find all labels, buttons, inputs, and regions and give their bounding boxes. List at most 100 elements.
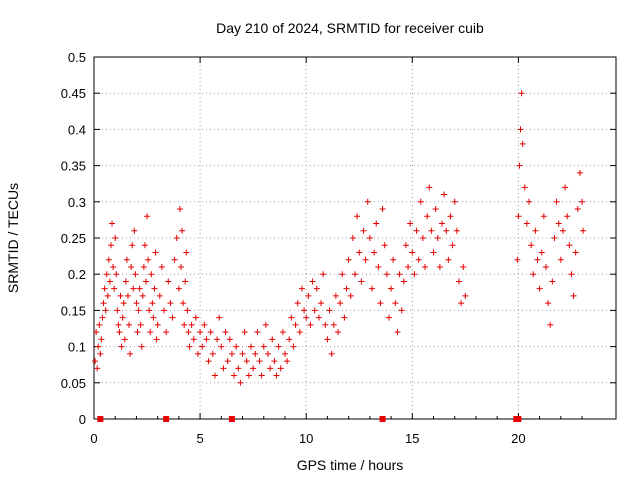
data-point bbox=[290, 343, 297, 350]
data-point bbox=[265, 350, 271, 357]
data-point bbox=[123, 256, 130, 263]
data-point bbox=[133, 300, 140, 307]
y-tick-label: 0 bbox=[79, 412, 86, 427]
data-point bbox=[574, 206, 581, 213]
data-point bbox=[298, 285, 305, 292]
data-point bbox=[114, 307, 121, 314]
data-point bbox=[101, 285, 108, 292]
data-point bbox=[392, 300, 399, 307]
data-point bbox=[103, 271, 110, 278]
data-point bbox=[209, 350, 216, 357]
data-point bbox=[183, 249, 190, 256]
data-point bbox=[411, 271, 418, 278]
data-point bbox=[262, 321, 269, 328]
data-point bbox=[383, 271, 390, 278]
data-point bbox=[439, 220, 445, 227]
data-point bbox=[99, 314, 106, 321]
data-point bbox=[352, 271, 358, 278]
data-point bbox=[426, 184, 433, 191]
chart-title: Day 210 of 2024, SRMTID for receiver cui… bbox=[216, 20, 484, 36]
data-point bbox=[526, 198, 532, 205]
data-point bbox=[462, 292, 469, 299]
data-point bbox=[458, 300, 465, 307]
data-point bbox=[286, 336, 293, 343]
data-point bbox=[307, 321, 314, 328]
data-point bbox=[136, 285, 143, 292]
data-point bbox=[105, 256, 112, 263]
data-point bbox=[318, 300, 325, 307]
data-point bbox=[152, 249, 159, 256]
data-point bbox=[281, 350, 288, 357]
data-point bbox=[182, 278, 189, 285]
data-point bbox=[185, 329, 192, 336]
data-point bbox=[92, 358, 99, 365]
data-point bbox=[419, 235, 426, 241]
data-point bbox=[237, 379, 244, 386]
data-point bbox=[305, 292, 312, 299]
data-point bbox=[579, 198, 586, 205]
data-point bbox=[517, 126, 524, 133]
data-point bbox=[113, 271, 120, 278]
data-gap-marker bbox=[379, 416, 386, 422]
data-point bbox=[576, 169, 583, 176]
data-point bbox=[165, 278, 172, 285]
data-point bbox=[250, 365, 257, 372]
data-point bbox=[366, 235, 373, 241]
data-point bbox=[559, 227, 566, 234]
data-point bbox=[140, 263, 147, 270]
y-tick-label: 0.45 bbox=[61, 86, 86, 101]
data-point bbox=[449, 242, 456, 249]
data-point bbox=[147, 329, 154, 336]
data-point bbox=[154, 321, 161, 328]
y-tick-label: 0.05 bbox=[61, 376, 86, 391]
data-point bbox=[436, 263, 443, 270]
data-point bbox=[256, 358, 263, 365]
data-point bbox=[516, 162, 523, 169]
data-point bbox=[231, 372, 238, 379]
data-point bbox=[243, 358, 250, 365]
data-point bbox=[451, 198, 458, 205]
data-point bbox=[112, 235, 119, 241]
data-point bbox=[549, 278, 556, 285]
data-point bbox=[362, 256, 369, 263]
data-point bbox=[120, 300, 127, 307]
x-tick-label: 15 bbox=[405, 431, 419, 446]
data-point bbox=[375, 263, 382, 270]
data-point bbox=[97, 350, 104, 357]
data-point bbox=[390, 256, 397, 263]
data-point bbox=[207, 329, 214, 336]
data-point bbox=[233, 343, 240, 350]
data-point bbox=[254, 329, 261, 336]
data-point bbox=[128, 263, 135, 270]
data-point bbox=[258, 372, 265, 379]
x-tick-label: 0 bbox=[90, 431, 97, 446]
data-point bbox=[218, 343, 225, 350]
data-point bbox=[275, 343, 282, 350]
data-point bbox=[324, 336, 331, 343]
data-point bbox=[555, 220, 562, 227]
data-point bbox=[161, 307, 168, 314]
data-point bbox=[328, 350, 335, 357]
data-point bbox=[167, 300, 174, 307]
data-point bbox=[107, 242, 114, 249]
points-layer bbox=[92, 90, 587, 386]
data-point bbox=[116, 329, 123, 336]
data-point bbox=[349, 235, 356, 241]
data-point bbox=[129, 242, 136, 249]
data-point bbox=[551, 235, 558, 241]
data-point bbox=[203, 336, 210, 343]
data-point bbox=[413, 227, 420, 234]
data-point bbox=[315, 314, 322, 321]
data-point bbox=[320, 271, 327, 278]
data-point bbox=[252, 350, 259, 357]
data-point bbox=[441, 191, 448, 198]
data-point bbox=[515, 213, 522, 220]
data-point bbox=[201, 321, 208, 328]
data-point bbox=[194, 350, 201, 357]
data-point bbox=[267, 365, 274, 372]
y-tick-label: 0.5 bbox=[68, 50, 86, 65]
data-point bbox=[104, 292, 111, 299]
data-point bbox=[354, 213, 361, 220]
data-point bbox=[190, 336, 197, 343]
data-point bbox=[405, 263, 412, 270]
